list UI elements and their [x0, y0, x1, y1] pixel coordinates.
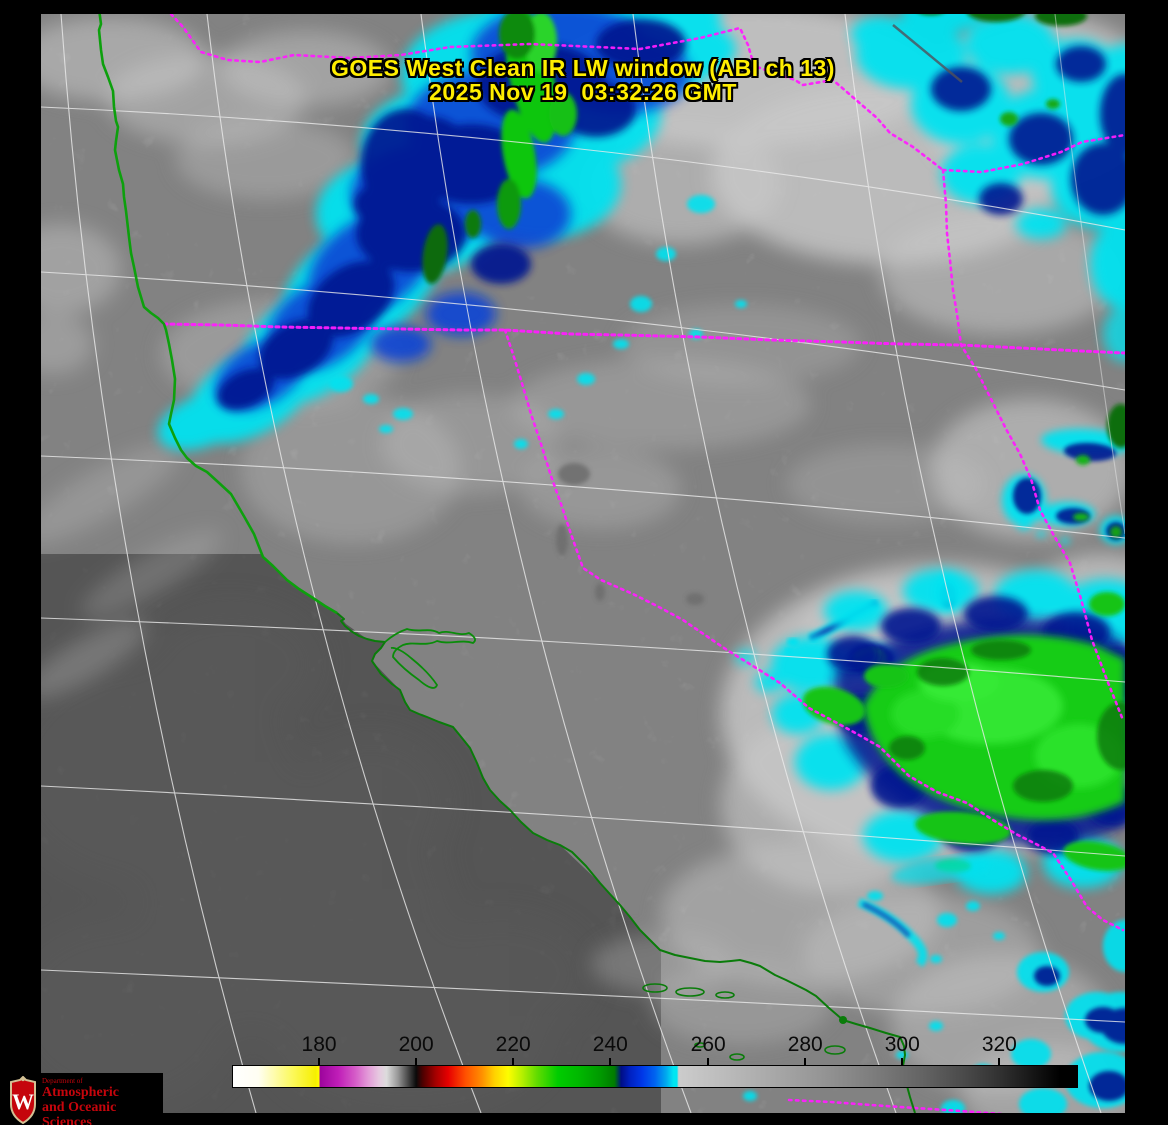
- department-line-1: Atmospheric: [42, 1085, 119, 1100]
- department-line-2: and Oceanic Sciences: [42, 1100, 117, 1125]
- colorbar-tick: [609, 1058, 612, 1065]
- colorbar-tick: [901, 1058, 904, 1065]
- department-name: Department of Atmospheric and Oceanic Sc…: [42, 1077, 163, 1125]
- border-california-nevada: [503, 328, 1125, 932]
- colorbar-tick: [804, 1058, 807, 1065]
- coastline: [97, 14, 916, 1113]
- border-northwest: [169, 14, 945, 172]
- cloud-band-pacific-front: [157, 14, 747, 451]
- colorbar-tick: [415, 1058, 418, 1065]
- colorbar-tick-label: 240: [592, 1033, 628, 1056]
- colorbar-tick: [318, 1058, 321, 1065]
- colorbar-tick-label: 280: [787, 1033, 823, 1056]
- colorbar-tick: [998, 1058, 1001, 1065]
- uw-crest-icon: W: [10, 1076, 36, 1124]
- sf-bay-outline: [384, 628, 476, 689]
- colorbar-tick-label: 220: [495, 1033, 531, 1056]
- colorbar-tick-label: 260: [690, 1033, 726, 1056]
- colorbar-tick-label: 180: [301, 1033, 337, 1056]
- colorbar-tick-label: 320: [981, 1033, 1017, 1056]
- colorbar-tick-label: 200: [398, 1033, 434, 1056]
- coastline-north: [97, 14, 338, 615]
- colorbar-gradient: [233, 1066, 1077, 1087]
- department-prefix: Department of: [42, 1077, 83, 1085]
- svg-text:W: W: [12, 1089, 34, 1114]
- scan-artifact-line: [892, 24, 963, 83]
- dark-terrain-spots: [556, 463, 704, 605]
- border-nevada-utah: [941, 168, 1125, 722]
- border-oregon-california: [162, 322, 1125, 355]
- satellite-map-area: GOES West Clean IR LW window (ABI ch 13)…: [41, 14, 1125, 1113]
- graticule-lines: [41, 14, 1125, 1113]
- channel-islands: [642, 983, 846, 1061]
- cloud-complex-southeast: [736, 569, 1125, 894]
- border-mexico: [787, 1098, 1002, 1113]
- branding-block: W Department of Atmospheric and Oceanic …: [0, 1073, 163, 1125]
- border-east-upper: [941, 133, 1125, 174]
- colorbar-tick-label: 300: [884, 1033, 920, 1056]
- temperature-colorbar: 180 200 220 240 260 280 300 320: [232, 1033, 1078, 1088]
- colorbar-tick: [512, 1058, 515, 1065]
- colorbar-tick: [707, 1058, 710, 1065]
- satellite-map-graphic: [41, 14, 1125, 1113]
- state-borders: [162, 14, 1125, 1113]
